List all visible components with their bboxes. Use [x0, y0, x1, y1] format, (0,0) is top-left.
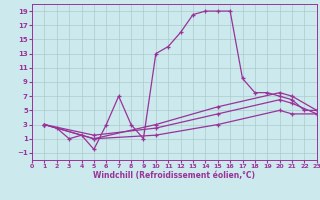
- X-axis label: Windchill (Refroidissement éolien,°C): Windchill (Refroidissement éolien,°C): [93, 171, 255, 180]
